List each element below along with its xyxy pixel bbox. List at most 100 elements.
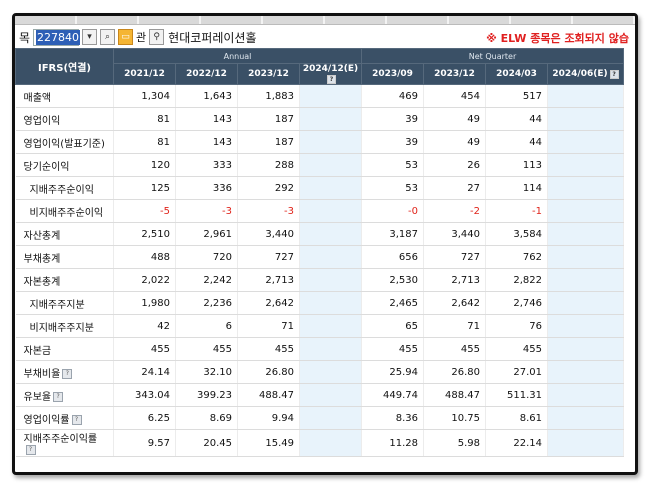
row-label: 영업이익률? (15, 406, 114, 430)
table-cell: 81 (113, 107, 176, 131)
row-label-text: 유보율 (23, 391, 52, 403)
table-cell (547, 84, 624, 108)
table-cell: 3,187 (361, 222, 424, 246)
column-header-label: 2023/12 (434, 69, 475, 79)
table-cell (299, 199, 362, 223)
table-cell (547, 222, 624, 246)
table-cell: 449.74 (361, 383, 424, 407)
search-icon[interactable]: ⌕ (100, 29, 116, 45)
table-cell: 1,883 (237, 84, 300, 108)
stock-code-input[interactable]: 227840 (33, 28, 81, 46)
table-cell: -5 (113, 199, 176, 223)
table-cell: 399.23 (175, 383, 238, 407)
row-label-text: 당기순이익 (23, 161, 70, 173)
table-cell (299, 406, 362, 430)
column-header-label: 2024/03 (496, 69, 537, 79)
table-cell (299, 107, 362, 131)
table-cell: -0 (361, 199, 424, 223)
column-header: 2023/12 (423, 63, 486, 85)
table-cell (299, 429, 362, 457)
quarter-group-header: Net Quarter (361, 48, 624, 64)
row-label: 자본총계 (15, 268, 114, 292)
table-cell (299, 176, 362, 200)
row-label-text: 지배주주순이익 (29, 184, 94, 196)
lock-icon[interactable]: ⚲ (149, 29, 165, 45)
table-cell: 2,530 (361, 268, 424, 292)
table-cell: 10.75 (423, 406, 486, 430)
column-header-label: 2024/12(E) (302, 64, 359, 74)
row-label-text: 비지배주주지분 (29, 322, 94, 334)
table-cell: 2,465 (361, 291, 424, 315)
info-icon[interactable]: ? (53, 391, 64, 402)
row-label-text: 비지배주주순이익 (29, 207, 104, 219)
table-cell (547, 153, 624, 177)
ifrs-header: IFRS(연결) (15, 48, 114, 85)
table-cell (299, 383, 362, 407)
table-cell: 8.36 (361, 406, 424, 430)
row-label: 지배주주지분 (15, 291, 114, 315)
table-cell: 455 (237, 337, 300, 361)
column-header: 2024/03 (485, 63, 548, 85)
table-cell: 187 (237, 130, 300, 154)
table-cell: 3,584 (485, 222, 548, 246)
toolbar: 목 227840 ▾ ⌕ ▭ 관 ⚲ 현대코퍼레이션홀 ※ ELW 종목은 조회… (15, 26, 635, 48)
row-label-text: 자산총계 (23, 230, 61, 242)
table-cell (547, 360, 624, 384)
table-cell (547, 245, 624, 269)
table-cell: 143 (175, 107, 238, 131)
table-cell: 81 (113, 130, 176, 154)
table-cell: 762 (485, 245, 548, 269)
table-cell: 336 (175, 176, 238, 200)
table-cell: 15.49 (237, 429, 300, 457)
table-cell: 71 (423, 314, 486, 338)
chevron-down-icon[interactable]: ▾ (82, 29, 98, 45)
table-cell: 455 (175, 337, 238, 361)
table-row: 당기순이익 120 333 288 53 26 113 (15, 153, 624, 177)
table-row: 지배주주순이익 125 336 292 53 27 114 (15, 176, 624, 200)
table-cell: 2,822 (485, 268, 548, 292)
table-row: 영업이익 81 143 187 39 49 44 (15, 107, 624, 131)
row-label-text: 영업이익 (23, 115, 61, 127)
help-icon[interactable]: ? (609, 70, 619, 79)
info-icon[interactable]: ? (62, 368, 73, 379)
table-cell: 76 (485, 314, 548, 338)
table-cell: 53 (361, 176, 424, 200)
table-cell (299, 268, 362, 292)
column-header: 2021/12 (113, 63, 176, 85)
help-icon[interactable]: ? (327, 75, 336, 84)
stock-label: 목 (19, 30, 31, 45)
table-cell: 2,242 (175, 268, 238, 292)
table-cell: 455 (361, 337, 424, 361)
table-cell: 2,713 (237, 268, 300, 292)
table-cell: 469 (361, 84, 424, 108)
column-header: 2023/12 (237, 63, 300, 85)
related-button[interactable]: 관 (136, 31, 147, 44)
column-header: 2024/12(E)? (299, 63, 362, 85)
row-label: 당기순이익 (15, 153, 114, 177)
table-cell: 2,642 (237, 291, 300, 315)
table-row: 지배주주순이익률? 9.57 20.45 15.49 11.28 5.98 22.14 (15, 429, 624, 457)
table-cell (299, 84, 362, 108)
table-cell: 27 (423, 176, 486, 200)
info-icon[interactable]: ? (25, 445, 36, 455)
table-row: 영업이익(발표기준) 81 143 187 39 49 44 (15, 130, 624, 154)
table-cell: 1,304 (113, 84, 176, 108)
table-cell: 333 (175, 153, 238, 177)
annual-group-header: Annual (113, 48, 362, 64)
table-cell (547, 176, 624, 200)
table-cell: 720 (175, 245, 238, 269)
row-label-text: 영업이익률 (23, 414, 70, 426)
table-cell: 26.80 (423, 360, 486, 384)
table-cell: 27.01 (485, 360, 548, 384)
table-cell: 488 (113, 245, 176, 269)
folder-icon[interactable]: ▭ (118, 29, 134, 45)
table-row: 자산총계 2,510 2,961 3,440 3,187 3,440 3,584 (15, 222, 624, 246)
table-cell (547, 383, 624, 407)
top-menu-strip (15, 16, 635, 25)
table-cell: 488.47 (423, 383, 486, 407)
row-label: 자본금 (15, 337, 114, 361)
info-icon[interactable]: ? (71, 414, 82, 425)
table-cell: 2,642 (423, 291, 486, 315)
row-label: 유보율? (15, 383, 114, 407)
table-row: 비지배주주지분 42 6 71 65 71 76 (15, 314, 624, 338)
